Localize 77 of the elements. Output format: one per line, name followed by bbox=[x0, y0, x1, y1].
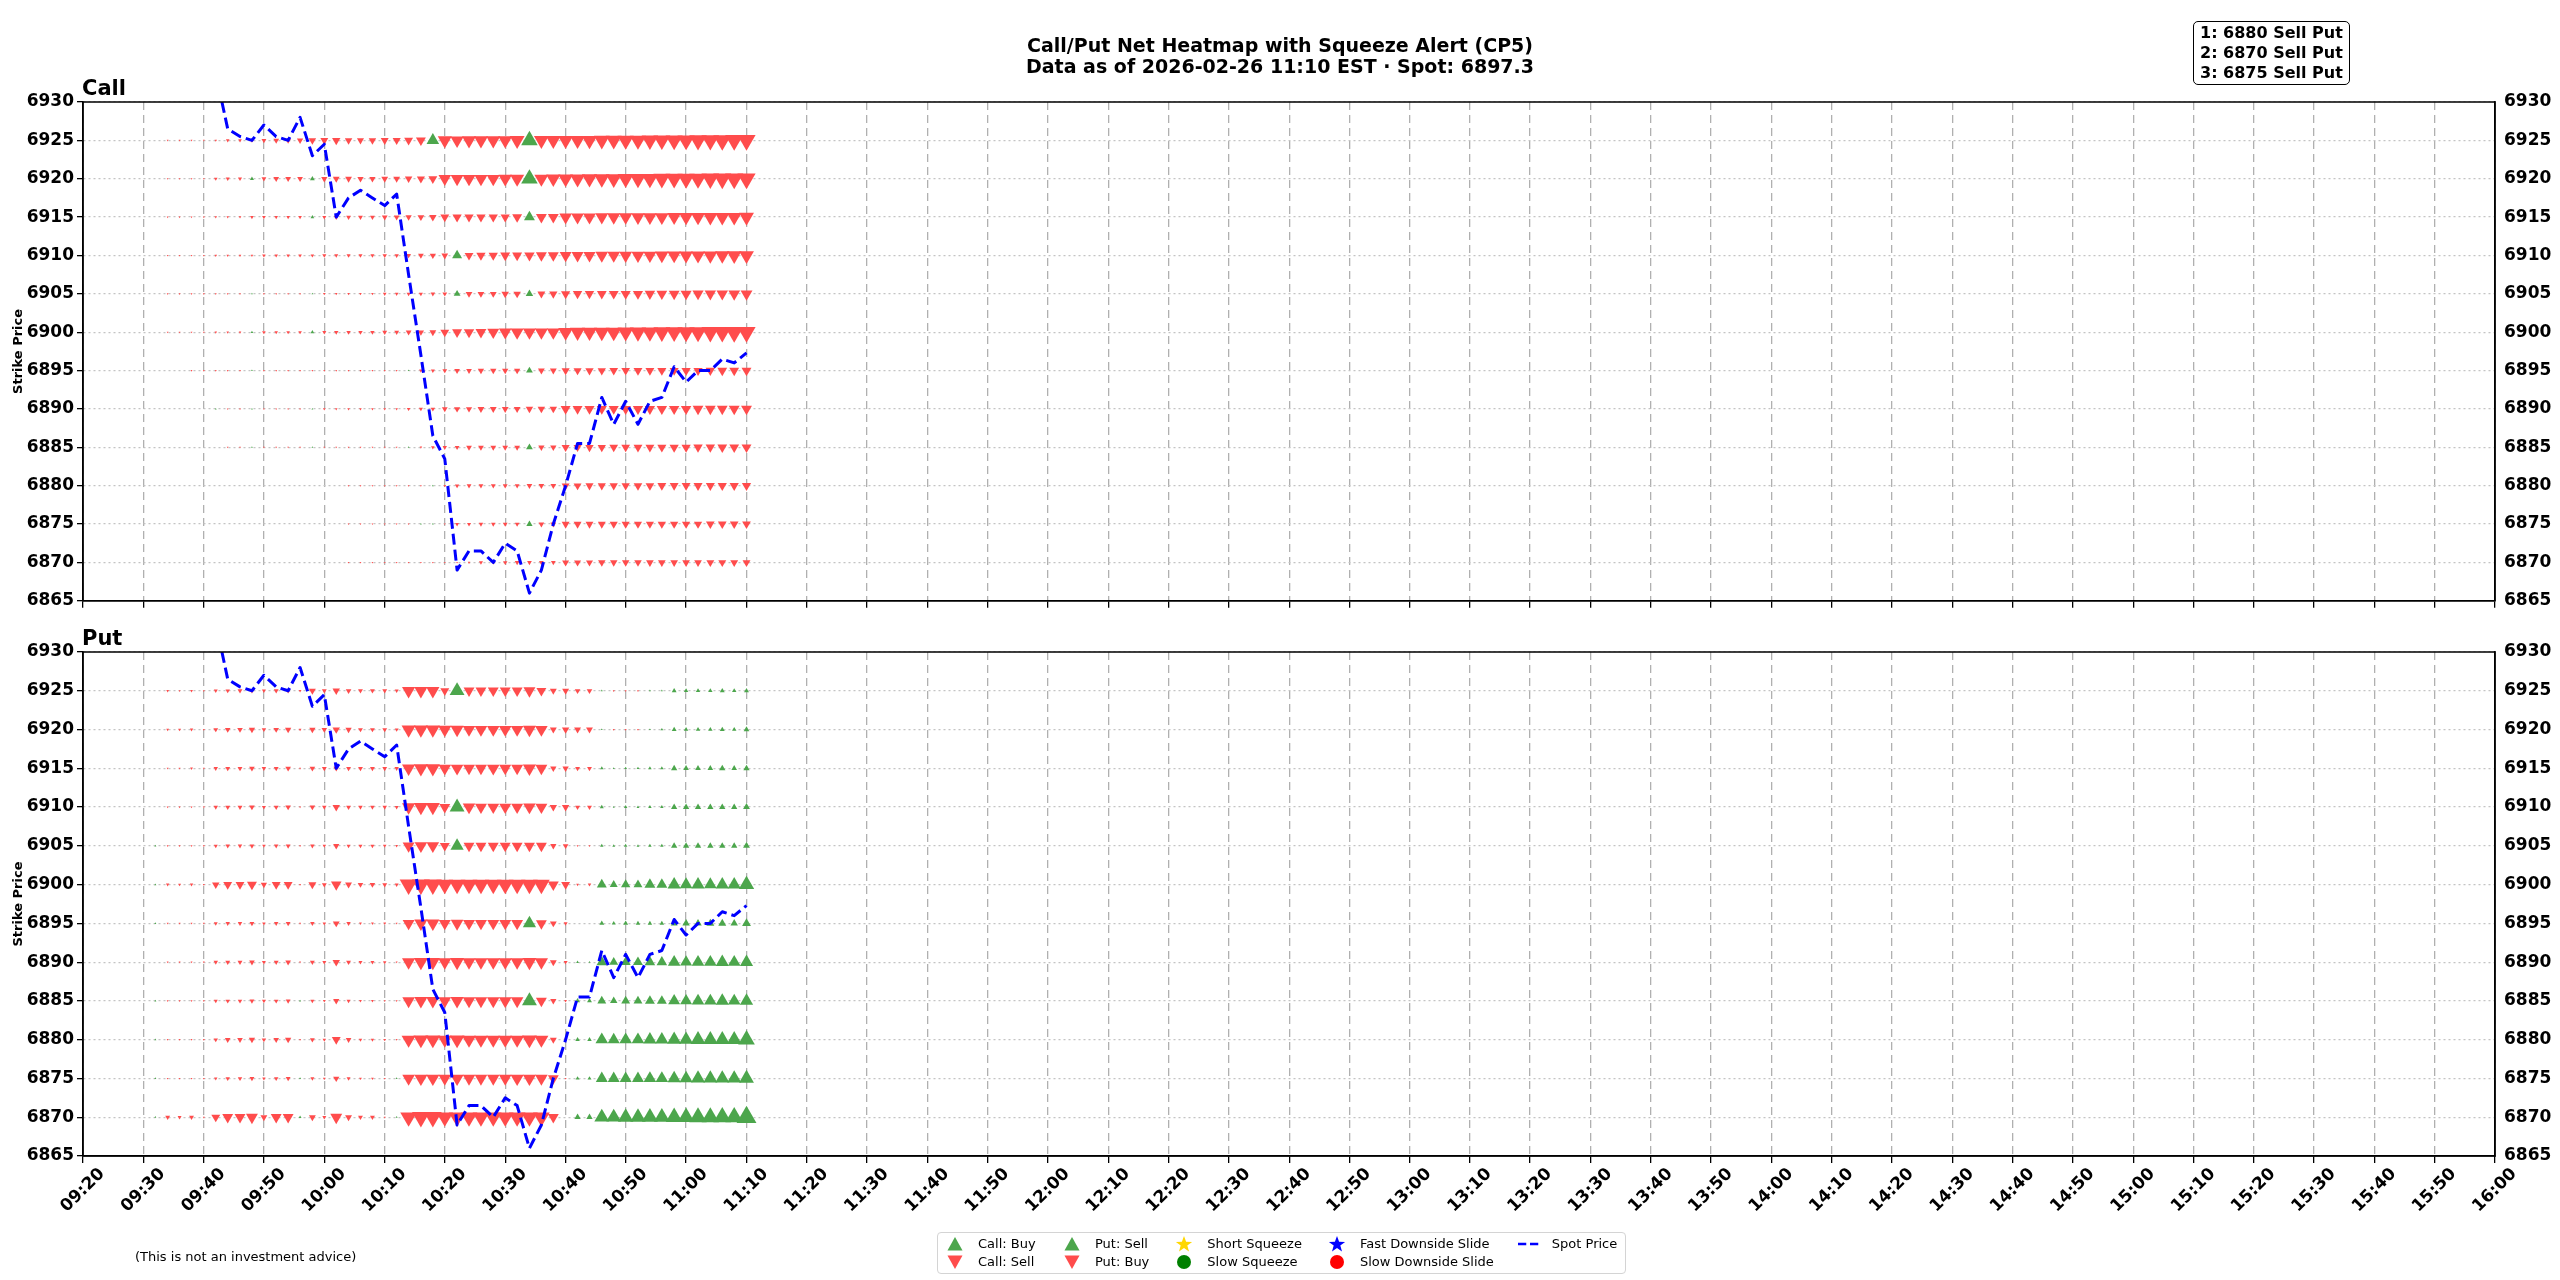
legend-label: Put: Buy bbox=[1095, 1254, 1150, 1270]
y-tick-label: 6870 bbox=[26, 550, 75, 571]
legend-label: Call: Sell bbox=[978, 1254, 1035, 1270]
legend-label: Put: Sell bbox=[1095, 1236, 1148, 1252]
line-series bbox=[220, 102, 749, 595]
y-tick-label: 6875 bbox=[26, 512, 74, 533]
y-tick-label: 6870 bbox=[26, 1105, 75, 1126]
y2-tick-label: 6920 bbox=[2504, 167, 2552, 188]
y2-tick-label: 6895 bbox=[2504, 359, 2552, 380]
y-tick-label: 6910 bbox=[26, 243, 75, 264]
y-tick-label: 6880 bbox=[26, 1028, 75, 1049]
y2-tick-label: 6875 bbox=[2504, 512, 2552, 533]
y-tick-label: 6925 bbox=[26, 679, 74, 700]
y-tick-label: 6875 bbox=[26, 1066, 74, 1087]
y2-tick-label: 6885 bbox=[2504, 435, 2552, 456]
y2-tick-label: 6910 bbox=[2504, 795, 2552, 816]
y-tick-label: 6925 bbox=[26, 128, 74, 149]
y-axis-title: Strike Price bbox=[10, 308, 26, 394]
legend-label: Short Squeeze bbox=[1207, 1236, 1302, 1252]
text: (This is not an investment advice) bbox=[135, 1249, 357, 1264]
y2-tick-label: 6875 bbox=[2504, 1066, 2552, 1087]
y2-tick-label: 6920 bbox=[2504, 717, 2552, 738]
chart-title: Put bbox=[82, 626, 123, 650]
line-series bbox=[220, 652, 749, 1150]
y2-tick-label: 6930 bbox=[2504, 640, 2552, 661]
y-tick-label: 6895 bbox=[26, 359, 74, 380]
chart-title: Call bbox=[82, 76, 126, 100]
y2-tick-label: 6865 bbox=[2504, 1144, 2552, 1165]
y-tick-label: 6910 bbox=[26, 795, 75, 816]
y2-tick-label: 6880 bbox=[2504, 1028, 2552, 1049]
y-tick-label: 6900 bbox=[26, 873, 75, 894]
y-tick-label: 6865 bbox=[26, 589, 74, 610]
text: 1: 6880 Sell Put bbox=[2200, 23, 2343, 43]
y-tick-label: 6930 bbox=[26, 640, 75, 661]
legend-label: Spot Price bbox=[1551, 1236, 1618, 1252]
legend-label: Slow Squeeze bbox=[1207, 1254, 1298, 1270]
y-tick-label: 6895 bbox=[26, 911, 74, 932]
y2-tick-label: 6895 bbox=[2504, 911, 2552, 932]
y2-tick-label: 6915 bbox=[2504, 205, 2552, 226]
y-tick-label: 6915 bbox=[26, 756, 74, 777]
y-tick-label: 6890 bbox=[26, 950, 75, 971]
y-tick-label: 6920 bbox=[26, 717, 75, 738]
y2-tick-label: 6905 bbox=[2504, 282, 2552, 303]
text: Call/Put Net Heatmap with Squeeze Alert (CP5) bbox=[1027, 34, 1533, 56]
y2-tick-label: 6885 bbox=[2504, 989, 2552, 1010]
y-tick-label: 6905 bbox=[26, 282, 74, 303]
y2-tick-label: 6900 bbox=[2504, 873, 2552, 894]
y2-tick-label: 6890 bbox=[2504, 950, 2552, 971]
text: 3: 6875 Sell Put bbox=[2200, 63, 2343, 83]
legend-label: Fast Downside Slide bbox=[1359, 1236, 1490, 1252]
y2-tick-label: 6890 bbox=[2504, 397, 2552, 418]
legend-label: Call: Buy bbox=[978, 1236, 1036, 1252]
y2-tick-label: 6925 bbox=[2504, 679, 2552, 700]
y-tick-label: 6885 bbox=[26, 435, 74, 456]
y-tick-label: 6900 bbox=[26, 320, 75, 341]
y2-tick-label: 6910 bbox=[2504, 243, 2552, 264]
y-tick-label: 6905 bbox=[26, 834, 74, 855]
legend-label: Slow Downside Slide bbox=[1359, 1254, 1494, 1270]
y-tick-label: 6920 bbox=[26, 167, 75, 188]
y-axis-title: Strike Price bbox=[10, 861, 26, 947]
y2-tick-label: 6905 bbox=[2504, 834, 2552, 855]
y-tick-label: 6915 bbox=[26, 205, 74, 226]
y-tick-label: 6890 bbox=[26, 397, 75, 418]
y-tick-label: 6930 bbox=[26, 90, 75, 111]
text: 2: 6870 Sell Put bbox=[2200, 43, 2343, 63]
y-tick-label: 6880 bbox=[26, 474, 75, 495]
y-tick-label: 6865 bbox=[26, 1144, 74, 1165]
text: Data as of 2026-02-26 11:10 EST · Spot: 6897.3 bbox=[1025, 55, 1535, 77]
y-tick-label: 6885 bbox=[26, 989, 74, 1010]
y2-tick-label: 6925 bbox=[2504, 128, 2552, 149]
y2-tick-label: 6930 bbox=[2504, 90, 2552, 111]
y2-tick-label: 6865 bbox=[2504, 589, 2552, 610]
y2-tick-label: 6870 bbox=[2504, 550, 2552, 571]
y2-tick-label: 6915 bbox=[2504, 756, 2552, 777]
y2-tick-label: 6880 bbox=[2504, 474, 2552, 495]
y2-tick-label: 6900 bbox=[2504, 320, 2552, 341]
y2-tick-label: 6870 bbox=[2504, 1105, 2552, 1126]
